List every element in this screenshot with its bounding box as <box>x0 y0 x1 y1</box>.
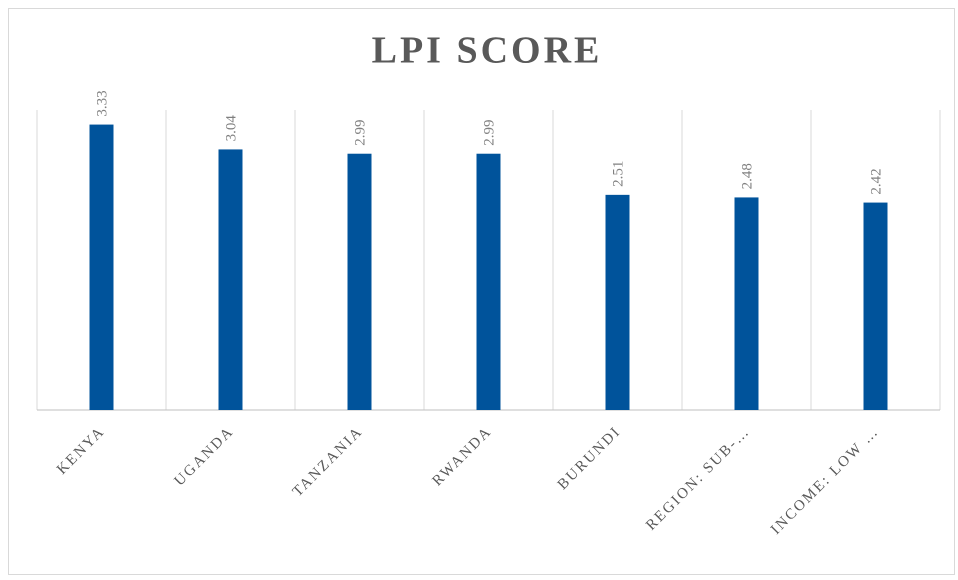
bar <box>734 197 759 410</box>
bar <box>347 153 372 410</box>
bar <box>218 149 243 410</box>
bar <box>863 202 888 410</box>
value-label: 2.51 <box>611 161 627 187</box>
bar <box>476 153 501 410</box>
value-label: 3.04 <box>224 115 240 142</box>
value-label: 3.33 <box>95 90 111 116</box>
chart-title: LPI SCORE <box>372 30 603 72</box>
value-label: 2.99 <box>353 119 369 145</box>
value-label: 2.42 <box>869 168 885 194</box>
value-label: 2.48 <box>740 163 756 189</box>
bar <box>89 124 114 411</box>
value-label: 2.99 <box>482 119 498 145</box>
bar <box>605 194 630 410</box>
